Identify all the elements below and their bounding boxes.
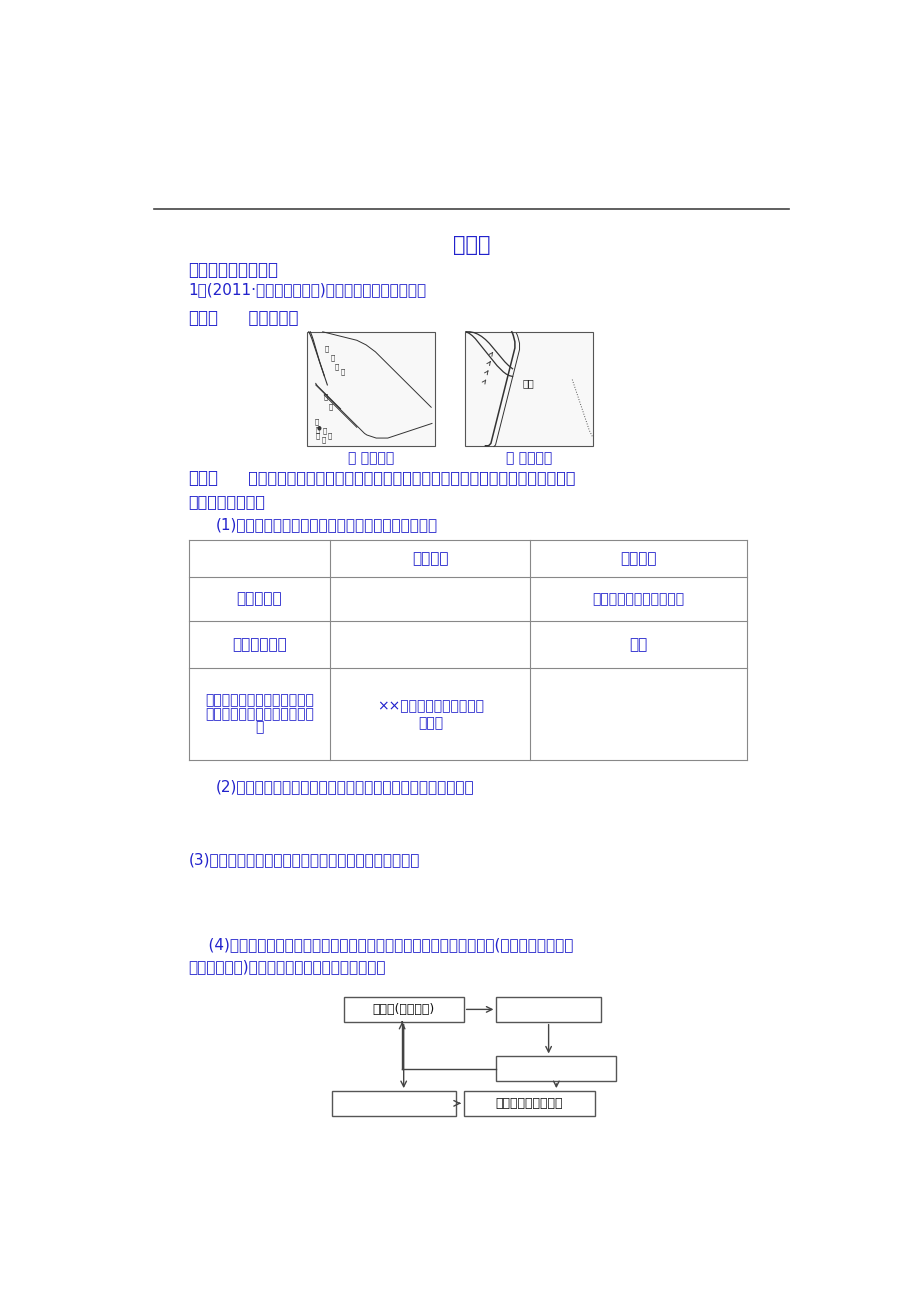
- Bar: [495, 1056, 616, 1081]
- Text: ××地区酸雨现状调查与对: ××地区酸雨现状调查与对: [377, 699, 483, 713]
- Text: 策研究: 策研究: [417, 716, 443, 730]
- Text: 根据当地问题、自然、社会等: 根据当地问题、自然、社会等: [205, 693, 313, 707]
- Text: 江汉平原: 江汉平原: [412, 551, 448, 565]
- Text: 阿: 阿: [315, 432, 320, 439]
- Text: 洪: 洪: [314, 418, 319, 424]
- Text: 土壤、生物等)之间的关系选择填入下列表格中。: 土壤、生物等)之间的关系选择填入下列表格中。: [188, 958, 386, 974]
- Text: 降水减少，蒸发加强: 降水减少，蒸发加强: [495, 1096, 562, 1109]
- Text: 两幅区域图: 两幅区域图: [236, 309, 298, 327]
- Text: (3)试解释黄河在图乙所示河段易发生凌汛现象的原因。: (3)试解释黄河在图乙所示河段易发生凌汛现象的原因。: [188, 853, 420, 867]
- Text: 题: 题: [255, 720, 264, 734]
- Text: 温带草原带或温带荒漠带: 温带草原带或温带荒漠带: [592, 592, 684, 605]
- Text: 训练案: 训练案: [452, 234, 490, 255]
- Bar: [344, 997, 463, 1022]
- Bar: [307, 332, 435, 445]
- Text: 一、课中训练与检测: 一、课中训练与检测: [188, 262, 278, 279]
- Bar: [463, 1091, 595, 1116]
- Text: 材料二: 材料二: [188, 469, 219, 487]
- Text: 江: 江: [330, 354, 335, 361]
- Text: 武: 武: [323, 427, 326, 434]
- Text: 湖: 湖: [315, 426, 320, 432]
- Text: 昌: 昌: [328, 432, 332, 439]
- Text: 武: 武: [322, 436, 326, 443]
- Text: 甲 江汉平原: 甲 江汉平原: [347, 450, 394, 465]
- Text: 主要粮食作物: 主要粮食作物: [232, 637, 287, 652]
- Text: 汉: 汉: [324, 345, 329, 352]
- Text: 1．(2011·北京宣武区期中)读下列材料，回答问题。: 1．(2011·北京宣武区期中)读下列材料，回答问题。: [188, 283, 426, 297]
- Text: 长: 长: [323, 393, 327, 400]
- Text: 材料一: 材料一: [188, 309, 219, 327]
- Text: 江: 江: [329, 404, 333, 410]
- Text: 小麦: 小麦: [629, 637, 647, 652]
- Text: 的水位上涨现象。: 的水位上涨现象。: [188, 493, 266, 509]
- Text: 乙 宁夏平原: 乙 宁夏平原: [505, 450, 551, 465]
- Text: (1)比较两图所示区域内的相关内容，完成下列表格。: (1)比较两图所示区域内的相关内容，完成下列表格。: [216, 517, 437, 531]
- Text: 荒漠化(植被减少): 荒漠化(植被减少): [372, 1003, 435, 1016]
- Text: 特点，拟定一个研究性学习课: 特点，拟定一个研究性学习课: [205, 707, 313, 721]
- Text: (4)请根据地理环境整体性原理，将图乙中贺兰山以西荒漠化自然因素(大气、水、岩石、: (4)请根据地理环境整体性原理，将图乙中贺兰山以西荒漠化自然因素(大气、水、岩石…: [188, 937, 573, 952]
- Text: 银川: 银川: [522, 378, 534, 388]
- Text: 武: 武: [335, 363, 339, 370]
- Bar: [495, 997, 600, 1022]
- Text: 凌汛是冬季封河期和春季的开河期，冰凌对河水阻碍，使河水水位抬升而形成: 凌汛是冬季封河期和春季的开河期，冰凌对河水阻碍，使河水水位抬升而形成: [236, 470, 574, 486]
- Bar: [465, 332, 593, 445]
- Text: ●: ●: [316, 426, 321, 431]
- Text: (2)试分析江汉平原湖泊面积缩小对周围自然环境产生的影响。: (2)试分析江汉平原湖泊面积缩小对周围自然环境产生的影响。: [216, 780, 474, 794]
- Text: 汉: 汉: [340, 368, 345, 375]
- Text: 自然带类型: 自然带类型: [236, 591, 282, 607]
- Text: 宁夏平原: 宁夏平原: [619, 551, 656, 565]
- Bar: [332, 1091, 456, 1116]
